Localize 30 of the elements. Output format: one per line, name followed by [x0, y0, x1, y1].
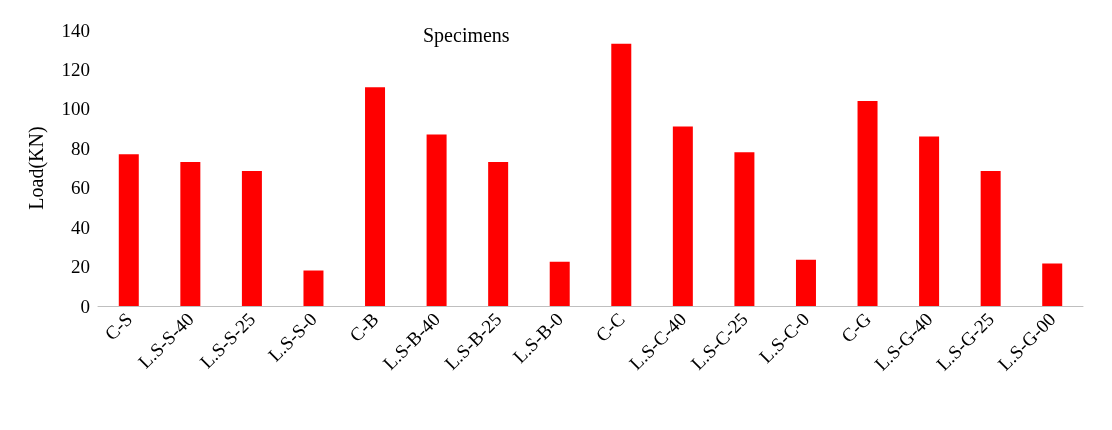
bar — [118, 154, 139, 306]
bar — [426, 134, 447, 306]
bar — [734, 152, 755, 306]
bar — [365, 87, 386, 306]
bar — [1042, 263, 1063, 306]
bar — [857, 100, 878, 306]
bar — [180, 162, 201, 306]
y-tick-label: 120 — [61, 58, 90, 80]
bar — [488, 162, 509, 306]
y-axis-title: Load(KN) — [25, 126, 48, 210]
bar — [611, 43, 632, 306]
x-tick-label: C-C — [591, 308, 629, 346]
x-tick-label: C-S — [100, 308, 137, 345]
y-tick-label: 100 — [61, 98, 90, 120]
y-tick-label: 80 — [71, 137, 90, 159]
x-tick-label: C-G — [836, 308, 876, 347]
x-tick-label: C-B — [345, 308, 383, 346]
y-tick-label: 60 — [71, 177, 90, 199]
y-tick-label: 20 — [71, 256, 90, 278]
chart-title: Specimens — [423, 24, 510, 47]
bar — [919, 136, 940, 306]
y-tick-label: 0 — [80, 295, 90, 317]
bar — [303, 270, 324, 306]
bar — [795, 259, 816, 306]
y-tick-label: 140 — [61, 19, 90, 41]
bar — [980, 170, 1001, 306]
bar — [241, 170, 262, 306]
bar — [672, 126, 693, 306]
bar — [549, 261, 570, 306]
y-tick-label: 40 — [71, 216, 90, 238]
